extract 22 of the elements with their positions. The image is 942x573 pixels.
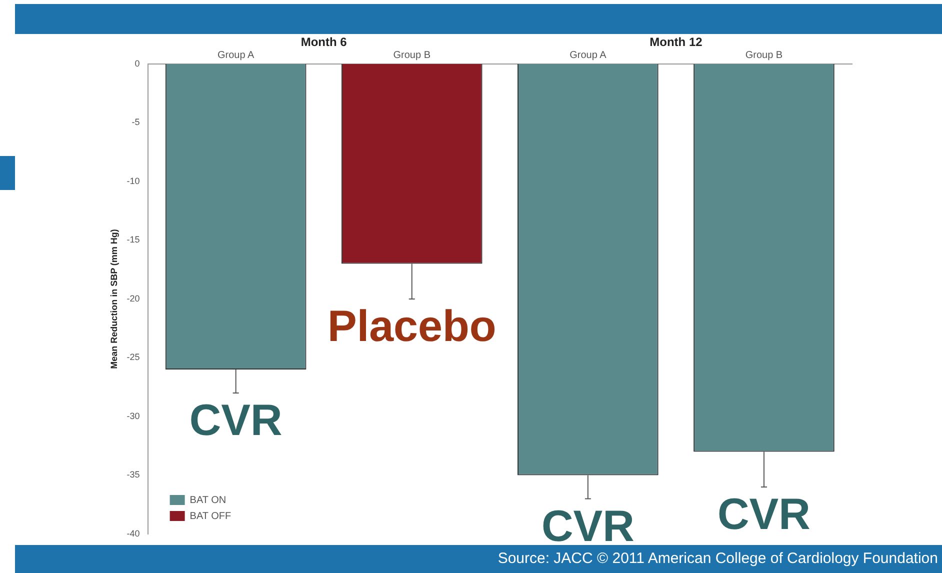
annotation: CVR xyxy=(189,396,282,446)
y-axis-title: Mean Reduction in SBP (mm Hg) xyxy=(108,229,119,369)
legend-label: BAT ON xyxy=(190,494,226,506)
text: Month 6 xyxy=(300,35,348,49)
y-tick-label: -20 xyxy=(126,293,140,304)
annotation: Placebo xyxy=(328,302,496,352)
x-tick-label: Group B xyxy=(393,50,431,61)
source-note: Source: JACC © 2011 American College of Cardiology Foundation xyxy=(15,545,942,573)
text: Month 12 xyxy=(650,35,703,49)
legend-label: BAT OFF xyxy=(190,510,232,522)
y-tick-label: -40 xyxy=(126,528,140,538)
y-tick-label: -25 xyxy=(126,352,140,362)
y-tick-label: -10 xyxy=(126,176,140,186)
y-tick-label: -5 xyxy=(132,117,140,128)
x-tick-label: Group A xyxy=(217,50,254,61)
y-tick-label: -30 xyxy=(126,410,140,421)
x-tick-label: Group A xyxy=(570,50,607,61)
y-tick-label: 0 xyxy=(134,58,140,68)
annotation: CVR xyxy=(718,490,810,540)
y-tick-label: -35 xyxy=(126,470,140,480)
y-tick-label: -15 xyxy=(126,234,140,245)
x-tick-label: Group B xyxy=(745,50,783,61)
